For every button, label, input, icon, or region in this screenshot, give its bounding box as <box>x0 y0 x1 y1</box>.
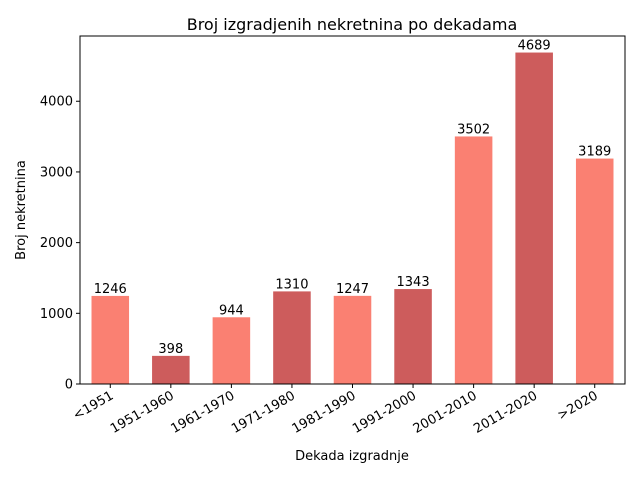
x-tick-label-5: 1991-2000 <box>350 388 419 436</box>
x-tick-label-1: 1951-1960 <box>108 388 177 436</box>
y-tick-label-0: 0 <box>65 378 73 393</box>
bar-4 <box>333 295 372 384</box>
bar-8 <box>575 158 614 384</box>
data-labels-layer: 1246 398 944 1310 1247 1343 3502 4689 3189 <box>94 39 612 357</box>
y-tick-label-4: 4000 <box>40 95 73 110</box>
y-axis-label: Broj nekretnina <box>14 160 29 260</box>
x-tick-label-0: <1951 <box>71 388 117 423</box>
y-tick-label-3: 3000 <box>40 165 73 180</box>
data-label-0: 1246 <box>94 282 127 297</box>
bar-7 <box>515 52 553 384</box>
data-label-3: 1310 <box>275 277 308 292</box>
bar-0 <box>91 295 130 384</box>
bar-2 <box>212 317 251 384</box>
chart-title: Broj izgradjenih nekretnina po dekadama <box>187 15 518 34</box>
data-label-5: 1343 <box>397 275 430 290</box>
bar-6 <box>454 136 493 384</box>
data-label-6: 3502 <box>457 122 490 137</box>
y-tick-label-2: 2000 <box>40 236 73 251</box>
bar-5 <box>394 289 432 384</box>
bars-layer <box>91 52 614 384</box>
bar-1 <box>152 355 190 384</box>
x-tick-label-2: 1961-1970 <box>169 388 238 436</box>
x-tick-label-8: >2020 <box>555 388 601 423</box>
y-tick-label-1: 1000 <box>40 307 73 322</box>
x-tick-label-3: 1971-1980 <box>229 388 298 436</box>
data-label-8: 3189 <box>578 145 611 160</box>
x-axis-label: Dekada izgradnje <box>295 449 409 464</box>
x-tick-label-6: 2001-2010 <box>411 388 480 436</box>
data-label-2: 944 <box>219 303 244 318</box>
plot-frame <box>79 35 626 385</box>
x-tick-label-4: 1981-1990 <box>290 388 359 436</box>
data-label-1: 398 <box>158 342 183 357</box>
data-label-4: 1247 <box>336 282 369 297</box>
bar-3 <box>273 291 311 384</box>
x-tick-label-7: 2011-2020 <box>471 388 540 436</box>
data-label-7: 4689 <box>518 39 551 54</box>
